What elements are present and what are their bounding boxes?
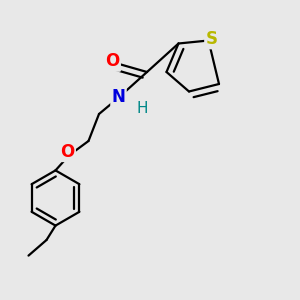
Text: N: N xyxy=(112,88,125,106)
Text: H: H xyxy=(137,101,148,116)
Text: S: S xyxy=(206,30,218,48)
Text: O: O xyxy=(105,52,120,70)
Text: O: O xyxy=(60,143,75,161)
